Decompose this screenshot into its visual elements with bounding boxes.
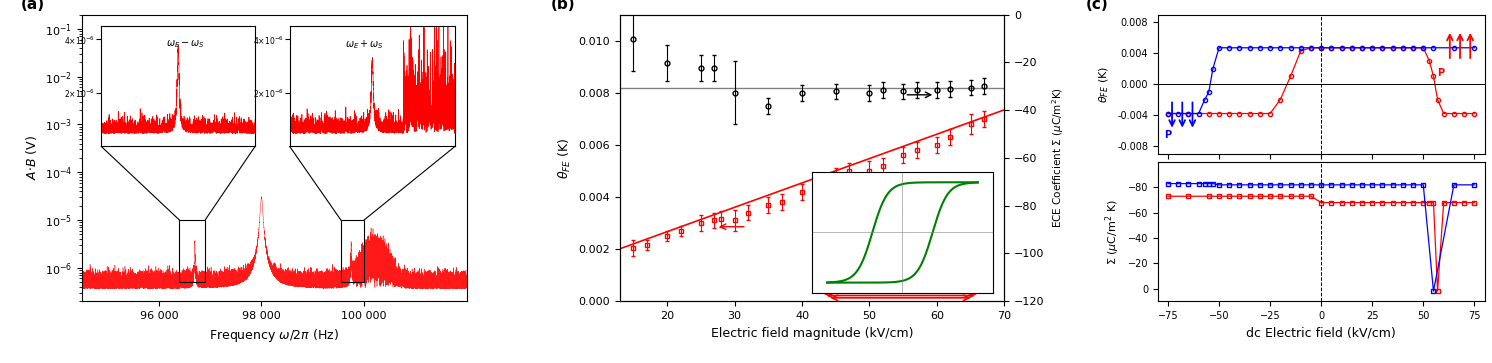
Y-axis label: $\theta_{FE}$ (K): $\theta_{FE}$ (K) bbox=[557, 137, 573, 179]
Y-axis label: $\Sigma$ ($\mu$C/m$^2$ K): $\Sigma$ ($\mu$C/m$^2$ K) bbox=[1104, 199, 1122, 265]
Text: (c): (c) bbox=[1086, 0, 1109, 12]
Text: (a): (a) bbox=[21, 0, 45, 12]
Text: (b): (b) bbox=[551, 0, 576, 12]
Y-axis label: ECE Coefficient $\Sigma$ ($\mu$C/m$^2$K): ECE Coefficient $\Sigma$ ($\mu$C/m$^2$K) bbox=[1050, 87, 1065, 228]
Y-axis label: $A{\cdot}B$ (V): $A{\cdot}B$ (V) bbox=[24, 135, 39, 180]
X-axis label: Frequency $\omega/2\pi$ (Hz): Frequency $\omega/2\pi$ (Hz) bbox=[209, 327, 339, 343]
Bar bbox=[342, 220, 364, 282]
X-axis label: dc Electric field (kV/cm): dc Electric field (kV/cm) bbox=[1246, 327, 1397, 339]
Y-axis label: $\theta_{FE}$ (K): $\theta_{FE}$ (K) bbox=[1098, 66, 1112, 103]
Text: P: P bbox=[1164, 130, 1171, 140]
Bar bbox=[179, 220, 204, 282]
Text: P: P bbox=[1438, 68, 1444, 78]
X-axis label: Electric field magnitude (kV/cm): Electric field magnitude (kV/cm) bbox=[710, 327, 913, 339]
